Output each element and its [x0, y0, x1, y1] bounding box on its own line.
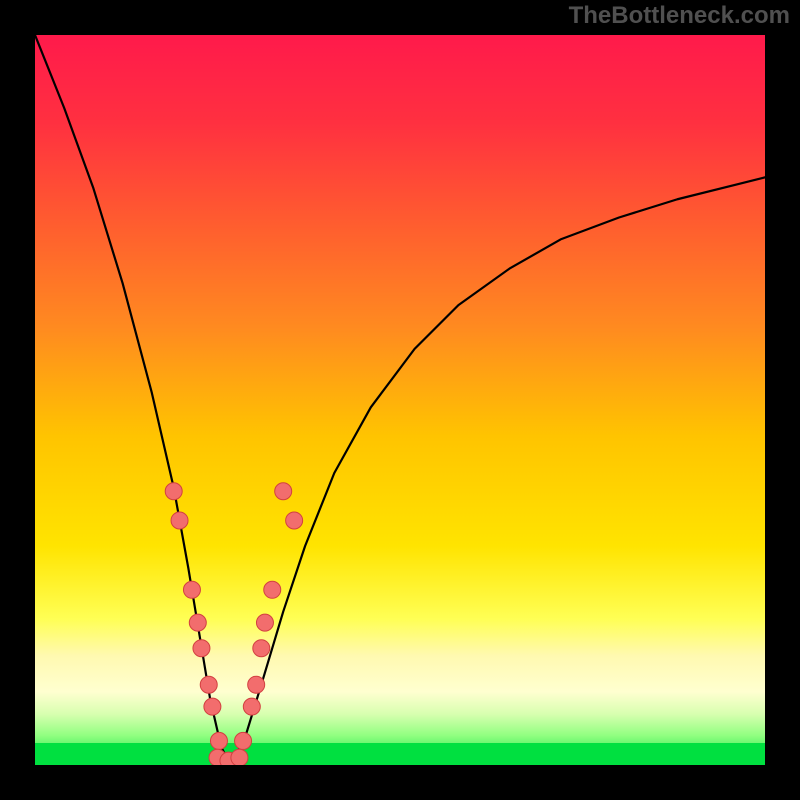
- data-dot: [275, 483, 292, 500]
- data-dot: [183, 581, 200, 598]
- data-dot: [243, 698, 260, 715]
- data-dot: [286, 512, 303, 529]
- data-dot: [204, 698, 221, 715]
- data-dot: [264, 581, 281, 598]
- data-dot: [210, 732, 227, 749]
- data-dot: [171, 512, 188, 529]
- plot-area: [35, 35, 765, 765]
- data-dot: [189, 614, 206, 631]
- data-dot: [165, 483, 182, 500]
- data-dot: [231, 749, 248, 765]
- watermark-text: TheBottleneck.com: [569, 2, 790, 30]
- v-curve: [35, 35, 765, 761]
- data-dot: [193, 640, 210, 657]
- data-dot: [248, 676, 265, 693]
- data-dot: [256, 614, 273, 631]
- data-dot: [200, 676, 217, 693]
- data-dot: [235, 732, 252, 749]
- chart-svg: [35, 35, 765, 765]
- data-dot: [253, 640, 270, 657]
